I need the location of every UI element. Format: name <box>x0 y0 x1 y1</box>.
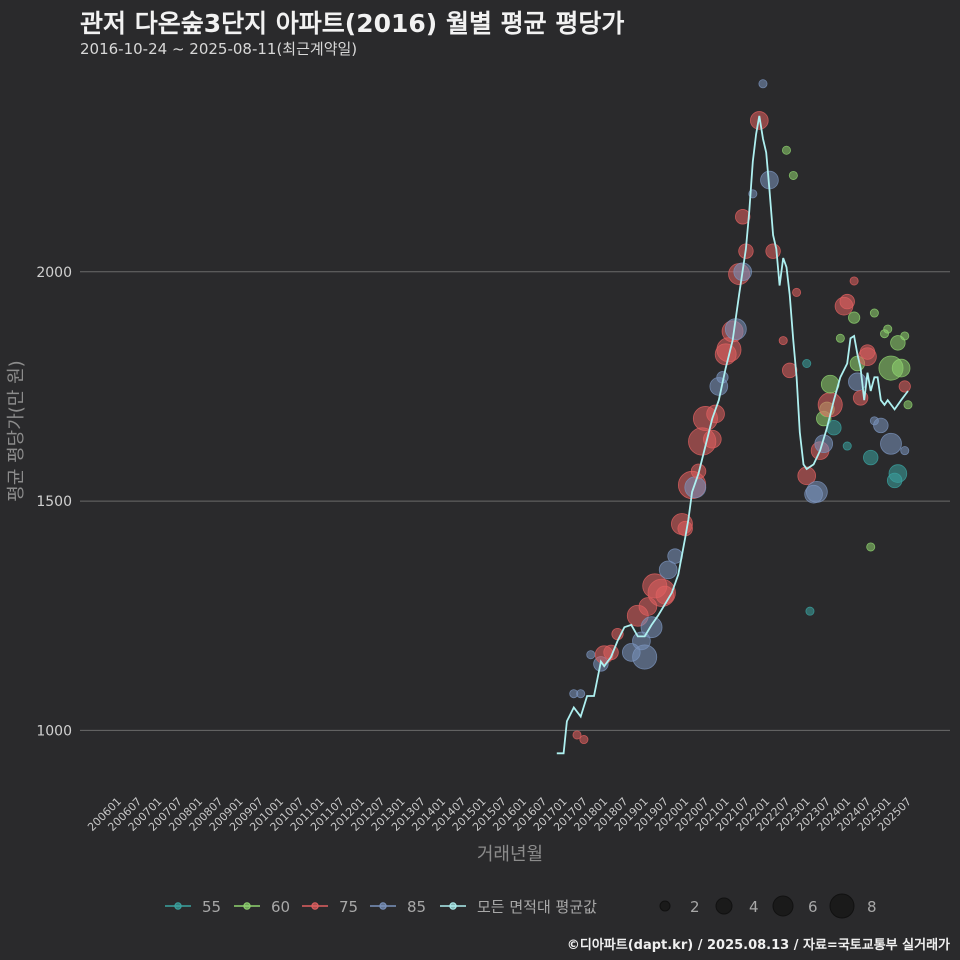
legend-size-circle <box>829 893 855 919</box>
data-point-s55 <box>888 464 908 483</box>
data-point-s60 <box>848 311 861 324</box>
x-axis-label: 거래년월 <box>476 844 544 865</box>
data-point-s85 <box>632 644 658 670</box>
data-point-s75 <box>792 287 802 297</box>
data-point-s75 <box>778 336 788 346</box>
legend: 55 60 75 85 모든 면적대 평균값 2 4 6 8 <box>165 893 877 919</box>
data-point-s60 <box>788 170 798 180</box>
legend-size-label: 8 <box>867 898 877 916</box>
data-point-s60 <box>869 308 879 318</box>
average-line <box>556 115 909 755</box>
data-point-s75 <box>782 362 798 379</box>
source-caption: ©디아파트(dapt.kr) / 2025.08.13 / 자료=국토교통부 실… <box>566 938 950 953</box>
legend-size-label: 4 <box>749 898 759 916</box>
legend-label: 55 <box>202 898 221 916</box>
legend-swatch-dot <box>379 902 387 910</box>
legend-swatch-dot <box>174 902 182 910</box>
data-point-s85 <box>684 476 707 499</box>
data-point-s60 <box>781 145 791 155</box>
legend-label: 60 <box>271 898 290 916</box>
legend-size-circle <box>715 897 733 915</box>
data-point-s60 <box>903 400 913 410</box>
data-point-s85 <box>880 432 902 455</box>
legend-size-circle <box>659 900 671 912</box>
data-point-s75 <box>797 466 817 486</box>
data-point-s85 <box>814 434 834 454</box>
data-point-s75 <box>898 380 911 393</box>
data-point-s85 <box>586 650 596 660</box>
data-point-s55 <box>805 606 815 616</box>
data-point-s85 <box>576 689 586 699</box>
legend-label: 75 <box>339 898 358 916</box>
data-point-s85 <box>658 560 678 580</box>
data-point-s60 <box>891 358 911 378</box>
legend-size-label: 2 <box>690 898 700 916</box>
x-tick-labels: 2006012006072007012007072008012008072009… <box>85 795 914 834</box>
chart-title: 관저 다온숲3단지 아파트(2016) 월별 평균 평당가 <box>80 9 625 38</box>
data-point-s75 <box>579 735 589 745</box>
legend-swatch-dot <box>243 902 251 910</box>
legend-swatch-dot <box>449 902 457 910</box>
data-point-s85 <box>873 417 889 434</box>
data-point-s60 <box>835 333 845 343</box>
data-point-s75 <box>859 344 876 360</box>
y-tick-label: 1000 <box>36 723 72 739</box>
data-point-s55 <box>802 359 812 369</box>
y-tick-label: 1500 <box>36 494 72 510</box>
data-points <box>569 79 913 745</box>
data-point-s75 <box>765 243 781 259</box>
data-point-s55 <box>863 449 879 466</box>
data-point-s60 <box>900 331 910 341</box>
chart-subtitle: 2016-10-24 ~ 2025-08-11(최근계약일) <box>80 40 358 58</box>
data-point-s85 <box>900 446 910 456</box>
y-tick-labels: 1000 1500 2000 <box>36 265 72 740</box>
data-point-s75 <box>572 730 582 740</box>
y-tick-label: 2000 <box>36 265 72 281</box>
data-point-s85 <box>758 79 768 89</box>
legend-label: 85 <box>407 898 426 916</box>
data-point-s60 <box>866 542 876 552</box>
data-point-s60 <box>883 324 893 334</box>
data-point-s75 <box>735 209 751 225</box>
data-point-s75 <box>849 276 859 286</box>
data-point-s75 <box>706 404 725 424</box>
legend-size-label: 6 <box>808 898 818 916</box>
data-point-s85 <box>640 616 663 639</box>
legend-label: 모든 면적대 평균값 <box>477 898 597 916</box>
data-point-s85 <box>805 481 828 503</box>
average-series-line <box>556 115 909 755</box>
data-point-s75 <box>839 293 855 310</box>
legend-swatch-dot <box>311 902 319 910</box>
legend-size-circle <box>772 895 794 917</box>
data-point-s60 <box>890 335 906 351</box>
gridlines <box>80 271 950 731</box>
data-point-s55 <box>842 441 852 451</box>
